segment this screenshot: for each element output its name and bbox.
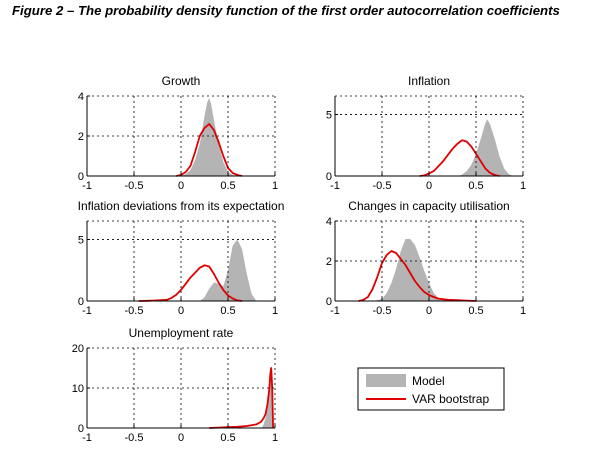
figure-title: Figure 2 – The probability density funct…: [12, 3, 560, 18]
inflation-deviations-ytick-label: 0: [78, 296, 84, 308]
growth-xtick-label: -1: [82, 180, 92, 192]
unemployment-bootstrap-line: [209, 367, 274, 429]
inflation-xtick-label: 0: [426, 180, 432, 192]
unemployment-xtick-label: 0.5: [220, 432, 235, 444]
growth-model-area: [181, 98, 238, 176]
capacity-utilisation-model-area: [372, 239, 448, 301]
unemployment-title: Unemployment rate: [129, 326, 234, 340]
capacity-utilisation-ytick-label: 4: [326, 216, 332, 228]
capacity-utilisation-ytick-label: 0: [326, 296, 332, 308]
inflation-deviations-xtick-label: 0.5: [220, 305, 235, 317]
inflation-bootstrap-line: [419, 139, 500, 177]
growth-xtick-label: 0.5: [220, 180, 235, 192]
inflation-deviations-title: Inflation deviations from its expectatio…: [78, 199, 285, 213]
growth-ytick-label: 4: [78, 91, 84, 103]
unemployment-xtick-label: -0.5: [125, 432, 144, 444]
unemployment-ytick-label: 0: [78, 423, 84, 435]
inflation-ytick-label: 5: [326, 109, 332, 121]
inflation-xtick-label: 1: [520, 180, 526, 192]
inflation-model-area: [457, 119, 514, 176]
unemployment-ytick-label: 20: [72, 343, 84, 355]
inflation-deviations-xtick-label: 0: [178, 305, 184, 317]
inflation-ytick-label: 0: [326, 171, 332, 183]
capacity-utilisation-xtick-label: 1: [520, 305, 526, 317]
inflation-xtick-label: -0.5: [373, 180, 392, 192]
inflation-title: Inflation: [408, 74, 450, 88]
unemployment-xtick-label: 0: [178, 432, 184, 444]
inflation-deviations-bootstrap-line: [138, 264, 243, 302]
capacity-utilisation-xtick-label: -0.5: [373, 305, 392, 317]
inflation-deviations-xtick-label: 1: [272, 305, 278, 317]
legend-model-swatch: [366, 374, 406, 387]
inflation-deviations-model-area: [199, 239, 257, 301]
capacity-utilisation-xtick-label: 0: [426, 305, 432, 317]
unemployment-xtick-label: -1: [82, 432, 92, 444]
inflation-deviations-ytick-label: 5: [78, 234, 84, 246]
capacity-utilisation-xtick-label: 0.5: [468, 305, 483, 317]
inflation-xtick-label: -1: [330, 180, 340, 192]
growth-title: Growth: [162, 74, 201, 88]
panel-inflation-deviations: -1 -0.5 0 0.5 1 0 5 Inflation deviations from i…: [78, 199, 285, 317]
growth-ytick-label: 2: [78, 131, 84, 143]
inflation-deviations-xtick-label: -0.5: [125, 305, 144, 317]
growth-xtick-label: -0.5: [125, 180, 144, 192]
growth-xtick-label: 0: [178, 180, 184, 192]
legend-bootstrap-label: VAR bootstrap: [412, 392, 489, 406]
panel-growth: -1 -0.5 0 0.5 1 0 2 4 Growth: [78, 74, 278, 192]
panel-capacity-utilisation: -1 -0.5 0 0.5 1 0 2 4 Changes in capacity utilis…: [326, 199, 526, 317]
unemployment-xtick-label: 1: [272, 432, 278, 444]
inflation-deviations-xtick-label: -1: [82, 305, 92, 317]
growth-xtick-label: 1: [272, 180, 278, 192]
growth-ytick-label: 0: [78, 171, 84, 183]
capacity-utilisation-bootstrap-line: [358, 250, 477, 302]
capacity-utilisation-title: Changes in capacity utilisation: [348, 199, 509, 213]
panel-inflation: -1 -0.5 0 0.5 1 0 5 Inflation: [326, 74, 526, 192]
legend-model-label: Model: [412, 374, 445, 388]
growth-bootstrap-line: [176, 123, 243, 177]
inflation-xtick-label: 0.5: [468, 180, 483, 192]
capacity-utilisation-ytick-label: 2: [326, 256, 332, 268]
capacity-utilisation-xtick-label: -1: [330, 305, 340, 317]
legend: Model VAR bootstrap: [357, 367, 505, 411]
unemployment-ytick-label: 10: [72, 383, 84, 395]
